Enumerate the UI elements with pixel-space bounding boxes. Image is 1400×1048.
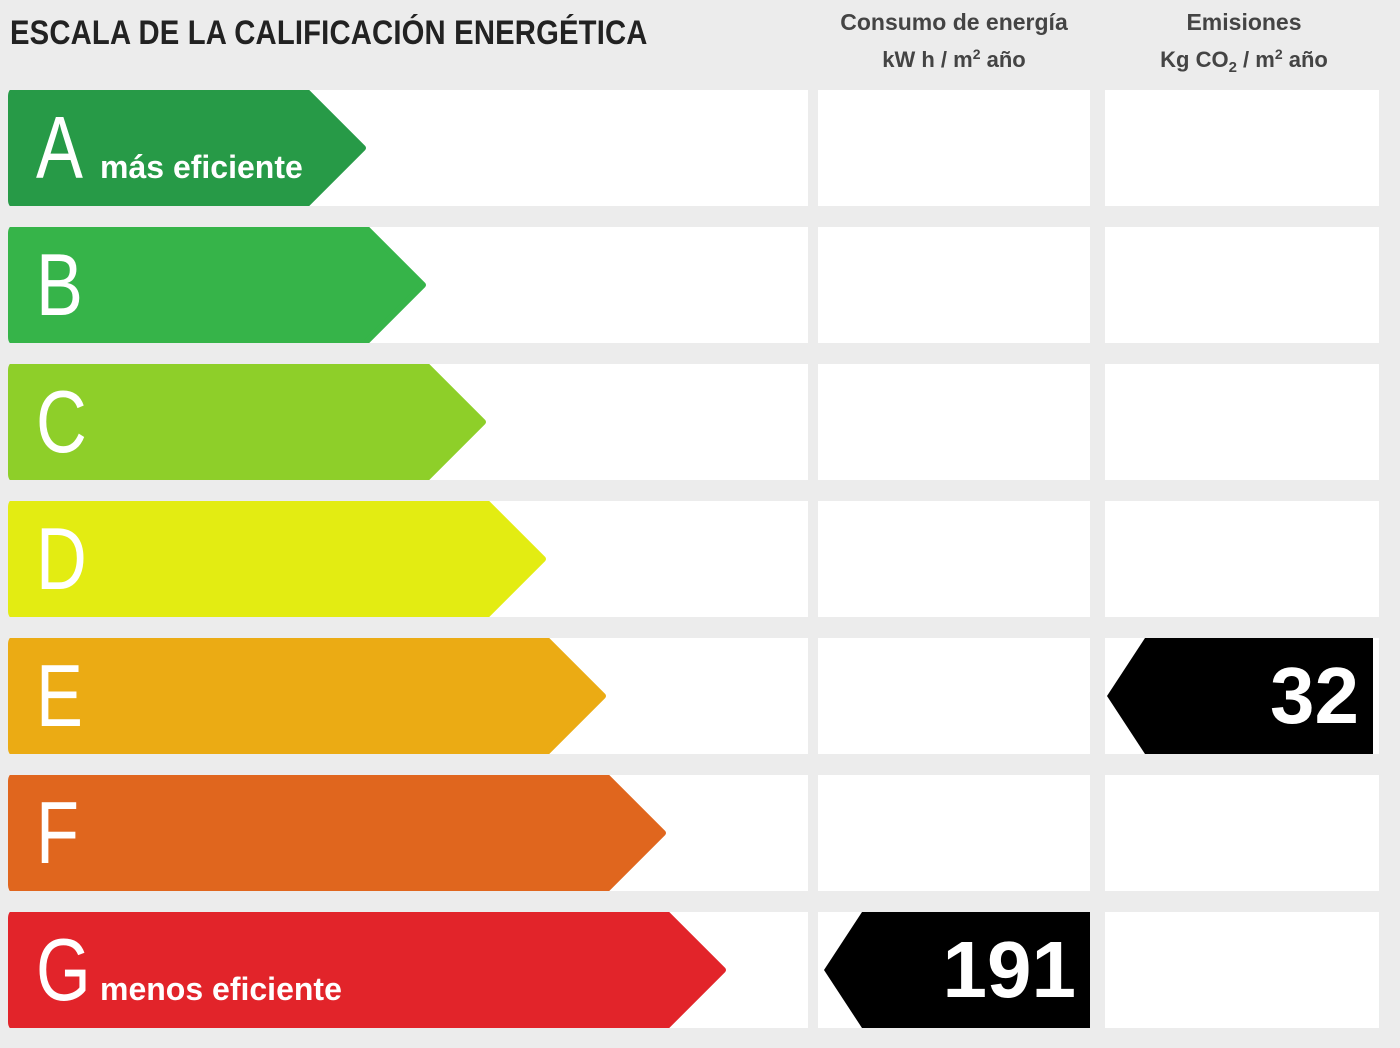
emissions-cell <box>1105 364 1379 480</box>
energy-cell <box>818 638 1090 754</box>
emissions-column-header: Emisiones Kg CO2 / m2 año <box>1104 4 1384 78</box>
rating-arrow-g <box>8 912 726 1028</box>
rating-letter: E <box>36 646 83 745</box>
emissions-indicator-badge: 32 <box>1107 638 1373 754</box>
rating-row-c: C <box>0 364 1400 480</box>
rating-arrow-f <box>8 775 666 891</box>
emissions-header-line1: Emisiones <box>1186 9 1302 35</box>
emissions-indicator-arrow <box>1107 638 1373 754</box>
rating-letter: C <box>36 372 87 471</box>
emissions-header-unit: Kg CO2 / m2 año <box>1160 46 1328 76</box>
emissions-cell <box>1105 90 1379 206</box>
energy-indicator-value: 191 <box>942 925 1076 1014</box>
rating-letter: A <box>36 98 83 197</box>
emissions-cell <box>1105 912 1379 1028</box>
energy-indicator-arrow <box>824 912 1090 1028</box>
energy-cell <box>818 501 1090 617</box>
energy-cell <box>818 364 1090 480</box>
rating-row-b: B <box>0 227 1400 343</box>
emissions-indicator-value: 32 <box>1270 651 1359 740</box>
energy-cell <box>818 227 1090 343</box>
energy-cell <box>818 775 1090 891</box>
energy-header-unit: kW h / m2 año <box>882 46 1026 72</box>
rating-letter: G <box>36 920 91 1019</box>
rating-arrow-e <box>8 638 606 754</box>
energy-indicator-badge: 191 <box>824 912 1090 1028</box>
emissions-cell <box>1105 501 1379 617</box>
rating-letter: F <box>36 783 80 882</box>
rating-row-e: E 32 <box>0 638 1400 754</box>
rating-caption: menos eficiente <box>100 971 342 1007</box>
rating-row-d: D <box>0 501 1400 617</box>
energy-header-line1: Consumo de energía <box>840 9 1068 35</box>
rating-caption: más eficiente <box>100 149 303 185</box>
energy-cell <box>818 90 1090 206</box>
energy-column-header: Consumo de energía kW h / m2 año <box>818 4 1090 78</box>
rating-row-f: F <box>0 775 1400 891</box>
emissions-cell <box>1105 775 1379 891</box>
emissions-cell <box>1105 227 1379 343</box>
rating-letter: D <box>36 509 87 608</box>
scale-title: ESCALA DE LA CALIFICACIÓN ENERGÉTICA <box>10 14 648 52</box>
rating-letter: B <box>36 235 83 334</box>
